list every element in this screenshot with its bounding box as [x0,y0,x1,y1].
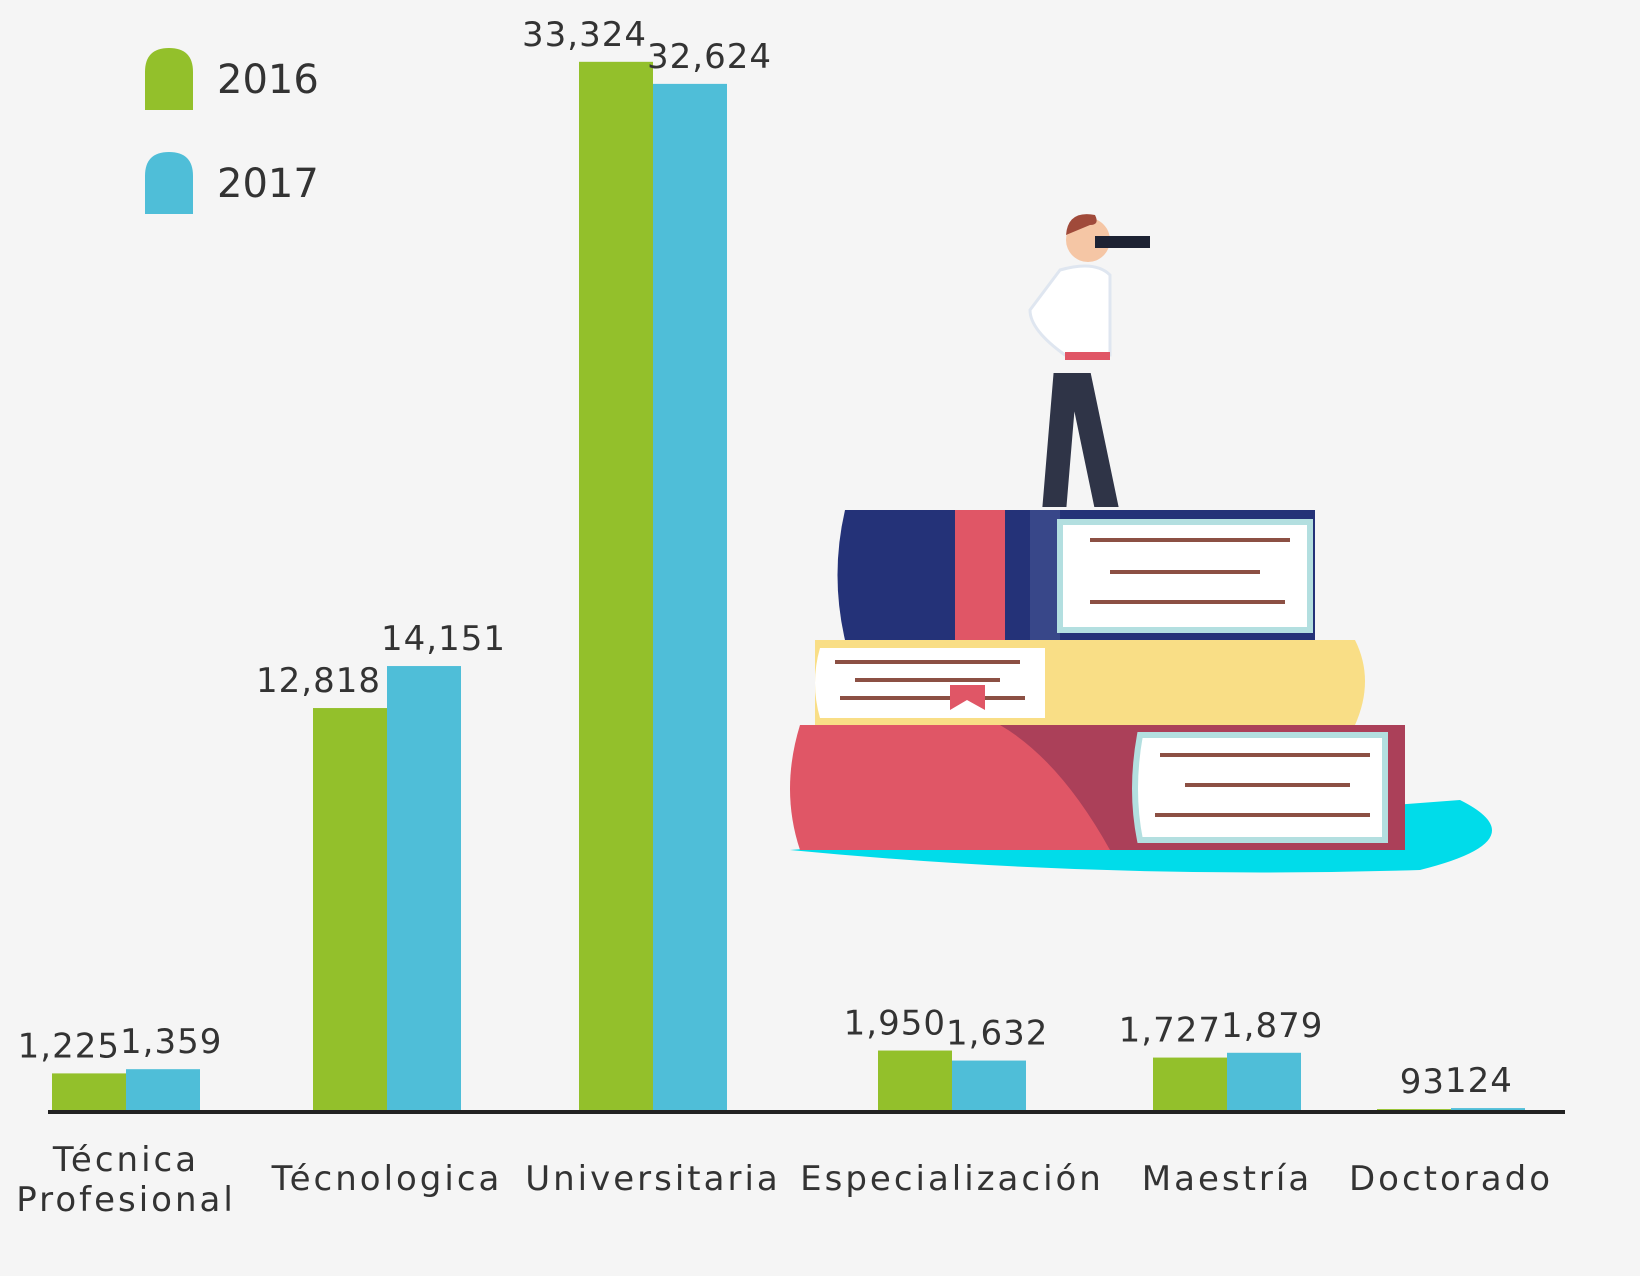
bar [313,708,387,1112]
value-label: 32,624 [647,37,772,77]
bar [653,84,727,1112]
bar [1153,1058,1227,1112]
legend-swatch [145,48,193,110]
value-label: 1,225 [18,1026,120,1066]
bar [387,666,461,1112]
value-label: 33,324 [522,15,647,55]
legend-label: 2016 [217,57,319,103]
value-label: 14,151 [381,619,506,659]
value-label: 1,727 [1119,1011,1221,1051]
chart: 1,225 12,818 33,324 1,950 1,727 93 2016 1,359 14… [0,0,1640,1276]
illustration [790,214,1492,872]
bar [1227,1053,1301,1112]
value-label: 124 [1445,1061,1513,1101]
page: {"chart_data": {"type": "bar", "categori… [0,0,1640,1276]
value-label: 93 [1400,1062,1445,1102]
value-label: 1,950 [844,1004,946,1044]
value-label: 1,359 [120,1022,222,1062]
bar [878,1051,952,1112]
legend-label: 2017 [217,161,319,207]
legend-swatch [145,152,193,214]
bar [52,1073,126,1112]
bar [126,1069,200,1112]
bar [952,1061,1026,1112]
value-label: 12,818 [256,661,381,701]
value-label: 1,632 [946,1014,1048,1054]
x-tick-label: Doctorado [1271,1158,1631,1200]
bar [579,62,653,1112]
value-label: 1,879 [1221,1006,1323,1046]
